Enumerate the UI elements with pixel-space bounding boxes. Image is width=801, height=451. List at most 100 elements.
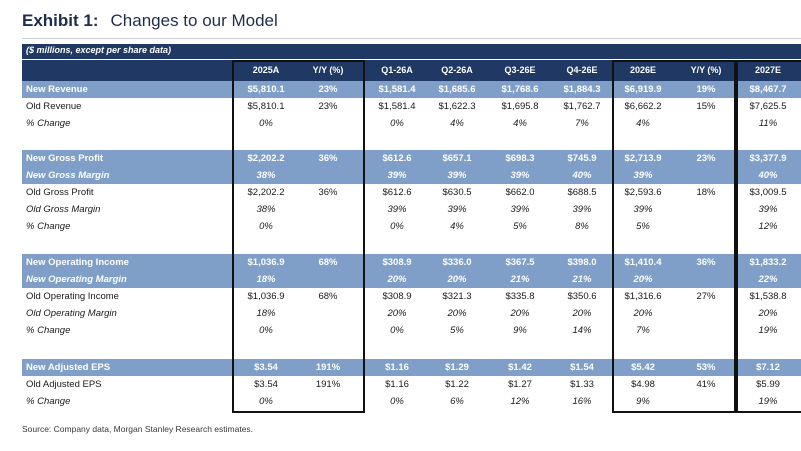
column-header-2027e: 2027E: [754, 65, 782, 75]
table-cell: 12%: [758, 221, 778, 232]
table-cell: $1,884.3: [563, 84, 601, 95]
table-cell: 0%: [259, 396, 273, 407]
column-header-band: [22, 60, 801, 81]
table-cell: 5%: [513, 221, 527, 232]
column-header-q2-26a: Q2-26A: [441, 65, 473, 75]
table-cell: 39%: [447, 170, 467, 181]
table-cell: 36%: [318, 187, 338, 198]
table-cell: 19%: [758, 325, 778, 336]
table-row: Old Adjusted EPS $3.54 191% $1.16 $1.22 $1.27…: [22, 376, 801, 393]
table-cell: $612.6: [382, 187, 412, 198]
table-cell: 36%: [318, 153, 338, 164]
row-label: Old Revenue: [26, 101, 82, 112]
table-cell: $1.22: [445, 379, 469, 390]
table-cell: 0%: [259, 325, 273, 336]
table-cell: 19%: [758, 396, 778, 407]
table-cell: $1,768.6: [501, 84, 539, 95]
row-label: Old Gross Profit: [26, 187, 94, 198]
table-cell: 20%: [387, 274, 407, 285]
table-cell: $1,833.2: [749, 257, 787, 268]
table-cell: [675, 271, 737, 288]
table-cell: 23%: [696, 153, 716, 164]
table-cell: 39%: [387, 170, 407, 181]
table-cell: $1,622.3: [438, 101, 476, 112]
column-header-2026e: 2026E: [629, 65, 657, 75]
table-cell: $8,467.7: [749, 84, 787, 95]
table-cell: [297, 115, 359, 132]
row-label: Old Operating Margin: [26, 308, 117, 319]
table-cell: 0%: [390, 325, 404, 336]
subtitle-band: [22, 44, 801, 59]
table-cell: 12%: [510, 396, 530, 407]
table-cell: $1.42: [508, 362, 532, 373]
table-cell: $1,762.7: [563, 101, 601, 112]
row-label: New Operating Margin: [26, 274, 127, 285]
row-label: % Change: [26, 221, 71, 232]
row-label: % Change: [26, 325, 71, 336]
table-cell: 9%: [513, 325, 527, 336]
table-cell: $657.1: [442, 153, 472, 164]
table-cell: [675, 218, 737, 235]
table-cell: $1,410.4: [624, 257, 662, 268]
table-cell: 7%: [575, 118, 589, 129]
table-cell: 11%: [758, 118, 778, 129]
table-cell: [297, 201, 359, 218]
table-cell: $308.9: [382, 257, 412, 268]
table-cell: 0%: [259, 118, 273, 129]
table-row: New Gross Margin 38% 39% 39% 39% 40% 39% 40%: [22, 167, 801, 184]
table-cell: 21%: [572, 274, 592, 285]
table-cell: $688.5: [567, 187, 597, 198]
table-cell: $367.5: [505, 257, 535, 268]
row-label: New Revenue: [26, 84, 88, 95]
table-cell: [675, 115, 737, 132]
table-row: New Gross Profit $2,202.2 36% $612.6 $657.1 $…: [22, 150, 801, 167]
row-label: Old Gross Margin: [26, 204, 101, 215]
table-cell: 40%: [758, 170, 778, 181]
table-cell: 39%: [387, 204, 407, 215]
table-cell: $3,009.5: [749, 187, 787, 198]
table-cell: [297, 305, 359, 322]
row-label: New Adjusted EPS: [26, 362, 111, 373]
table-row: Old Operating Income $1,036.9 68% $308.9 $32…: [22, 288, 801, 305]
column-header-q1-26a: Q1-26A: [381, 65, 413, 75]
table-cell: 0%: [390, 118, 404, 129]
table-cell: 20%: [447, 274, 467, 285]
table-cell: 19%: [696, 84, 716, 95]
table-cell: $321.3: [442, 291, 472, 302]
table-cell: [297, 322, 359, 339]
units-subtitle: ($ millions, except per share data): [26, 45, 172, 55]
table-row: New Operating Margin 18% 20% 20% 21% 21% 20% 22…: [22, 271, 801, 288]
table-cell: $2,593.6: [624, 187, 662, 198]
row-label: % Change: [26, 118, 71, 129]
column-header-q4-26e: Q4-26E: [566, 65, 598, 75]
table-cell: 21%: [510, 274, 530, 285]
table-cell: 0%: [390, 396, 404, 407]
table-cell: 39%: [758, 204, 778, 215]
table-cell: $6,919.9: [624, 84, 662, 95]
column-header-y-y: Y/Y (%): [690, 65, 722, 75]
table-row: Old Operating Margin 18% 20% 20% 20% 20% 20% 20…: [22, 305, 801, 322]
table-cell: $350.6: [567, 291, 597, 302]
table-cell: 191%: [315, 362, 341, 373]
table-cell: 68%: [318, 291, 338, 302]
row-label: New Operating Income: [26, 257, 129, 268]
table-cell: 5%: [450, 325, 464, 336]
table-cell: $6,662.2: [624, 101, 662, 112]
table-cell: 39%: [510, 170, 530, 181]
table-cell: $630.5: [442, 187, 472, 198]
table-cell: 39%: [572, 204, 592, 215]
table-cell: [675, 322, 737, 339]
exhibit-number: Exhibit 1:: [22, 11, 99, 30]
table-cell: 18%: [256, 308, 276, 319]
table-row: % Change 0% 0% 5% 9% 14% 7% 19%: [22, 322, 801, 339]
table-cell: 18%: [696, 187, 716, 198]
table-cell: 8%: [575, 221, 589, 232]
table-cell: $308.9: [382, 291, 412, 302]
table-row: % Change 0% 0% 4% 5% 8% 5% 12%: [22, 218, 801, 235]
table-cell: 41%: [696, 379, 716, 390]
table-cell: 4%: [450, 221, 464, 232]
table-cell: 20%: [447, 308, 467, 319]
table-cell: $398.0: [567, 257, 597, 268]
table-cell: $1,685.6: [438, 84, 476, 95]
row-label: New Gross Profit: [26, 153, 104, 164]
